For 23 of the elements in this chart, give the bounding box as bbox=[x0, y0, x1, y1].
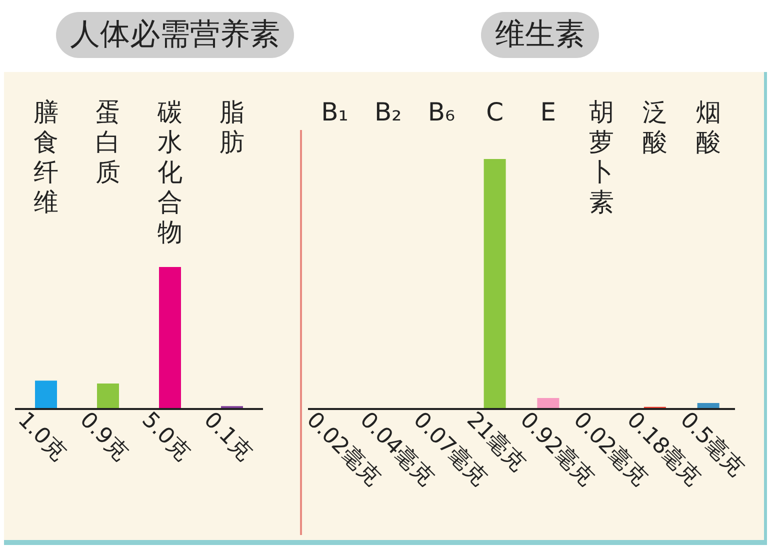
x-tick-label: B₂ bbox=[374, 98, 402, 126]
chart-title: 人体必需营养素 bbox=[56, 12, 294, 58]
x-tick-label: 膳食纤维 bbox=[34, 98, 58, 216]
x-tick-label: 碳水化合物 bbox=[156, 98, 182, 246]
x-tick-label: 脂肪 bbox=[220, 98, 244, 156]
x-tick-label: E bbox=[540, 98, 556, 126]
x-tick-label: 烟酸 bbox=[696, 98, 721, 156]
bar bbox=[35, 380, 57, 409]
bar bbox=[537, 398, 560, 409]
bar bbox=[97, 383, 119, 409]
data-label: 1.0克 bbox=[12, 408, 71, 466]
bar bbox=[484, 159, 506, 409]
bar bbox=[159, 267, 181, 409]
data-label: 0.9克 bbox=[74, 408, 133, 466]
data-label: 0.1克 bbox=[198, 408, 257, 466]
x-tick-label: B₆ bbox=[428, 98, 456, 126]
chart-title: 维生素 bbox=[481, 12, 599, 58]
data-label: 5.0克 bbox=[136, 408, 195, 466]
x-tick-label: 胡萝卜素 bbox=[589, 98, 614, 216]
x-tick-label: 泛酸 bbox=[642, 98, 668, 156]
x-tick-label: 蛋白质 bbox=[96, 98, 120, 186]
x-tick-label: C bbox=[486, 98, 504, 126]
x-tick-label: B₁ bbox=[321, 98, 348, 126]
